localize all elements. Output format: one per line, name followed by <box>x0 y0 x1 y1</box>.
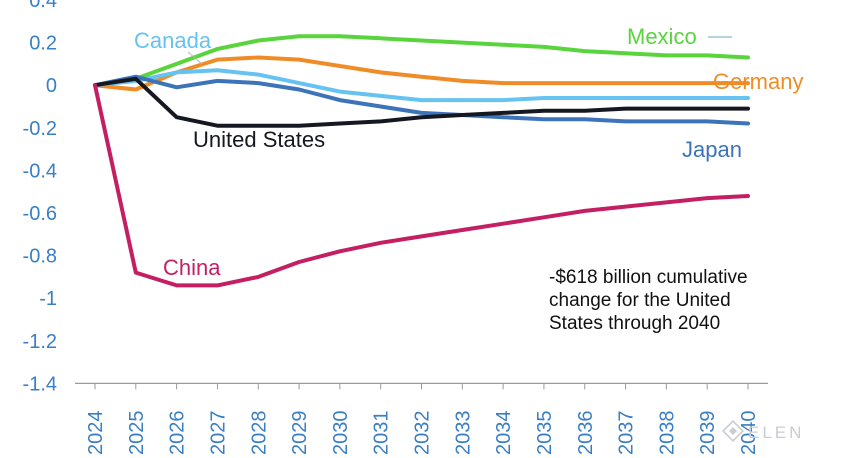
x-tick-label: 2027 <box>207 411 229 456</box>
x-tick-label: 2032 <box>412 411 434 456</box>
x-tick-label: 2031 <box>371 411 393 456</box>
x-tick-label: 2030 <box>330 411 352 456</box>
x-tick-label: 2040 <box>738 411 760 456</box>
x-tick-label: 2039 <box>697 411 719 456</box>
y-tick-label: -1.4 <box>23 373 57 395</box>
x-tick-label: 2025 <box>126 411 148 456</box>
label-germany: Germany <box>713 69 803 94</box>
y-tick-label: 0 <box>46 75 57 97</box>
label-united-states: United States <box>193 127 325 152</box>
y-tick-label: -0.8 <box>23 246 57 268</box>
label-canada: Canada <box>134 28 212 53</box>
x-axis-ticks: 2024 2025 2026 2027 2028 2029 2030 2031 2032 2033… <box>85 383 760 455</box>
x-tick-label: 2034 <box>493 411 515 456</box>
watermark: ELEN <box>721 419 804 443</box>
x-tick-label: 2037 <box>616 411 638 456</box>
watermark-logo-icon <box>721 419 745 443</box>
y-tick-label: -0.4 <box>23 160 57 182</box>
x-tick-label: 2038 <box>656 411 678 456</box>
y-tick-label: 0.2 <box>29 33 57 55</box>
label-canada-leader <box>187 51 203 65</box>
series-line-germany <box>93 55 750 92</box>
annotation-line-2: change for the United <box>549 290 731 311</box>
y-tick-label: -1.2 <box>23 331 57 353</box>
label-china: China <box>163 255 221 280</box>
x-tick-label: 2033 <box>452 411 474 456</box>
x-tick-label: 2036 <box>575 411 597 456</box>
y-tick-label: -1 <box>39 288 57 310</box>
series-lines <box>93 34 750 288</box>
series-line-china <box>93 83 750 288</box>
label-mexico: Mexico <box>627 24 697 49</box>
y-axis-ticks: 0.4 0.2 0 -0.2 -0.4 -0.6 -0.8 -1 -1.2 -1.4 <box>23 0 57 395</box>
x-tick-label: 2024 <box>85 411 107 456</box>
y-tick-label: 0.4 <box>29 0 57 12</box>
label-japan: Japan <box>682 137 742 162</box>
x-tick-label: 2029 <box>289 411 311 456</box>
annotation-line-1: -$618 billion cumulative <box>549 267 748 288</box>
watermark-text: ELEN <box>748 423 804 442</box>
y-tick-label: -0.2 <box>23 118 57 140</box>
x-tick-label: 2026 <box>167 411 189 456</box>
series-line-united-states <box>93 76 750 128</box>
x-tick-label: 2028 <box>248 411 270 456</box>
series-line-mexico <box>93 34 750 88</box>
series-line-japan <box>93 74 750 126</box>
y-tick-label: -0.6 <box>23 203 57 225</box>
annotation: -$618 billion cumulative change for the … <box>549 267 748 334</box>
series-line-canada <box>93 68 750 103</box>
x-tick-label: 2035 <box>534 411 556 456</box>
series-labels: Mexico Germany Canada Japan United State… <box>134 24 803 280</box>
annotation-line-3: States through 2040 <box>549 313 720 334</box>
